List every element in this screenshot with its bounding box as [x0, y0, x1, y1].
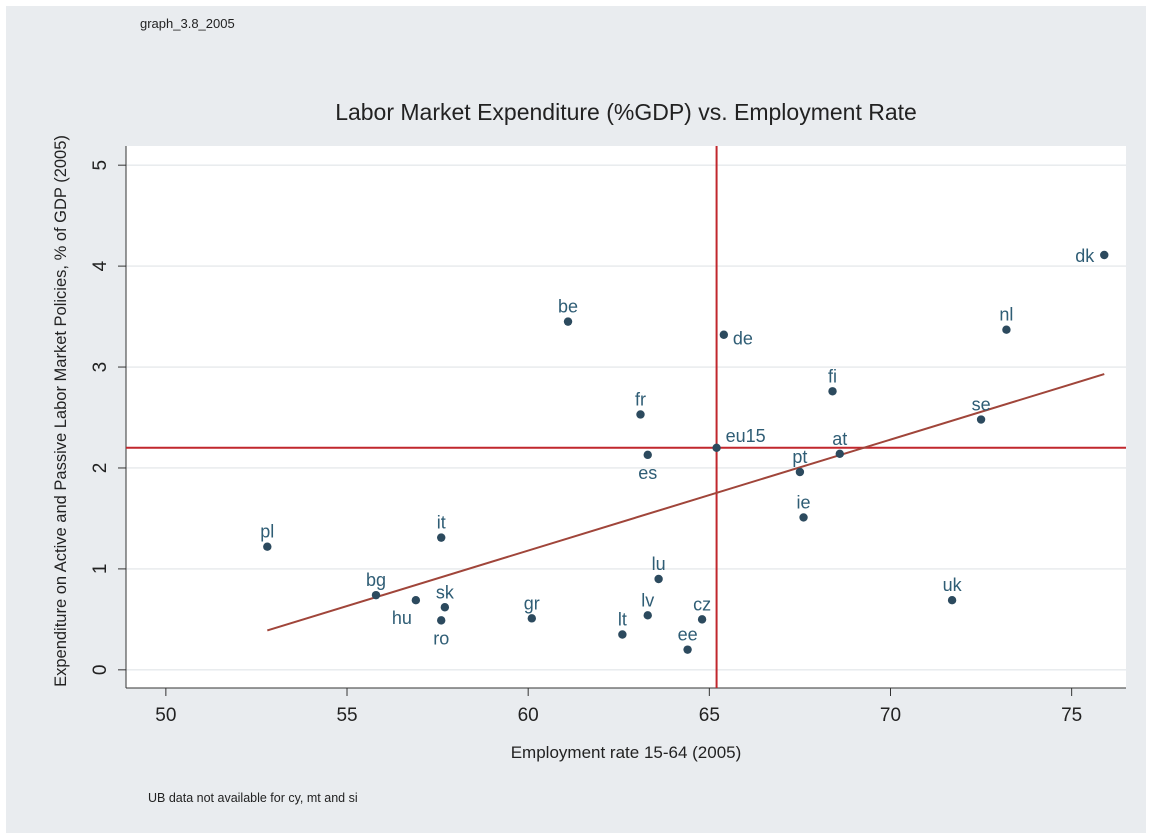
fit-line [267, 373, 1105, 632]
data-point-at [835, 449, 844, 459]
point-label-fr: fr [635, 389, 646, 409]
point-label-ro: ro [433, 628, 449, 648]
point-label-uk: uk [943, 575, 963, 595]
chart-frame: 0 1 2 3 4 5 50 55 60 65 70 75 pl bg hu it ro sk gr be lt fr es… [6, 6, 1146, 833]
x-tick-label: 50 [155, 705, 176, 726]
data-point-lv [643, 611, 652, 620]
footnote: UB data not available for cy, mt and si [148, 791, 358, 805]
data-point-es [643, 450, 652, 460]
x-tick-label: 75 [1061, 705, 1082, 726]
point-label-cz: cz [693, 594, 711, 614]
data-point-ee [683, 645, 692, 654]
data-point-fi [828, 387, 837, 396]
y-tick-label: 3 [90, 362, 111, 373]
data-point-pt [795, 467, 805, 477]
point-label-ee: ee [678, 625, 698, 645]
data-point-cz [697, 615, 707, 624]
data-point-dk [1100, 250, 1109, 260]
point-label-at: at [832, 429, 847, 449]
x-tick-label: 65 [699, 705, 720, 726]
y-tick-label: 5 [90, 160, 111, 171]
data-point-uk [947, 595, 957, 605]
data-point-gr [527, 614, 536, 623]
point-label-gr: gr [524, 593, 540, 613]
data-point-pl [263, 542, 272, 551]
data-point-se [976, 415, 986, 424]
point-label-se: se [972, 395, 991, 415]
point-label-lt: lt [618, 610, 627, 630]
point-label-hu: hu [392, 608, 412, 628]
x-tick-label: 55 [336, 705, 357, 726]
point-label-lu: lu [652, 554, 666, 574]
point-label-nl: nl [999, 305, 1013, 325]
data-point-fr [636, 410, 645, 419]
chart-title: Labor Market Expenditure (%GDP) vs. Empl… [335, 99, 917, 125]
point-label-sk: sk [436, 582, 455, 602]
point-label-lv: lv [641, 590, 654, 610]
y-tick-label: 2 [90, 463, 111, 474]
point-label-be: be [558, 297, 578, 317]
point-label-pl: pl [260, 522, 274, 542]
point-label-ie: ie [797, 492, 811, 512]
data-point-ro [437, 616, 446, 625]
data-point-de [719, 330, 729, 339]
data-point-it [437, 533, 446, 542]
plot-area [126, 146, 1126, 688]
point-label-es: es [638, 463, 657, 483]
point-label-eu15: eu15 [726, 426, 766, 446]
point-label-de: de [733, 329, 753, 349]
y-axis-title: Expenditure on Active and Passive Labor … [52, 135, 70, 687]
x-axis-title: Employment rate 15-64 (2005) [511, 743, 742, 762]
data-point-lu [654, 574, 663, 584]
y-tick-label: 4 [90, 260, 111, 271]
data-point-nl [1002, 325, 1011, 334]
data-point-eu15 [712, 443, 721, 452]
data-point-be [563, 317, 573, 326]
point-label-it: it [437, 513, 446, 533]
y-tick-label: 0 [90, 665, 111, 676]
data-point-lt [618, 630, 627, 639]
data-point-ie [799, 513, 808, 522]
data-point-bg [371, 590, 381, 600]
data-point-hu [411, 595, 421, 605]
x-tick-label: 60 [518, 705, 539, 726]
figure-id: graph_3.8_2005 [140, 16, 235, 31]
y-tick-label: 1 [90, 564, 111, 575]
point-label-fi: fi [828, 366, 837, 386]
point-label-pt: pt [792, 447, 807, 467]
data-point-sk [440, 603, 450, 612]
point-label-dk: dk [1075, 246, 1095, 266]
x-tick-label: 70 [880, 705, 901, 726]
point-label-bg: bg [366, 570, 386, 590]
